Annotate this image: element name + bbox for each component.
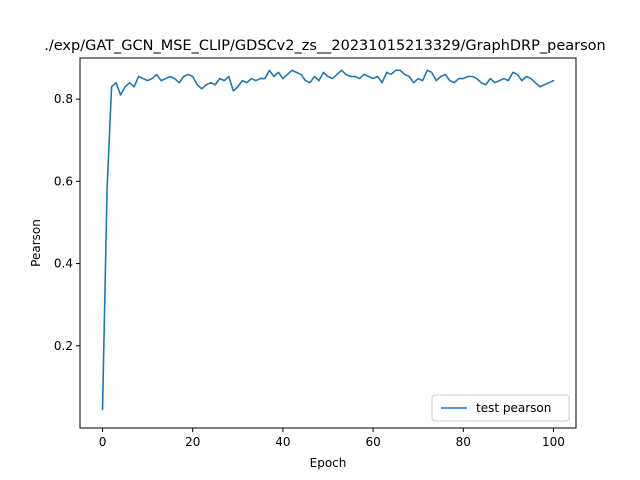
x-tick-label: 40 [275,435,290,449]
x-tick-label: 60 [365,435,380,449]
series-line-test-pearson [101,69,555,411]
y-tick-label: 0.4 [54,257,73,271]
x-tick-label: 0 [99,435,107,449]
x-tick-label: 80 [456,435,471,449]
y-axis-label: Pearson [29,219,43,267]
plot-area [79,57,577,429]
y-axis-ticks: 0.2 0.4 0.6 0.8 [54,92,80,353]
y-tick-label: 0.2 [54,339,73,353]
x-tick-label: 100 [542,435,565,449]
chart-title: ./exp/GAT_GCN_MSE_CLIP/GDSCv2_zs__202310… [44,38,605,54]
legend-box [431,394,570,422]
legend: test pearson [431,394,570,422]
legend-label: test pearson [476,401,551,415]
y-tick-label: 0.6 [54,174,73,188]
y-tick-label: 0.8 [54,92,73,106]
plot-frame [79,57,577,429]
x-axis-label: Epoch [310,456,347,470]
x-tick-label: 20 [185,435,200,449]
x-axis-ticks: 0 20 40 60 80 100 [99,428,565,449]
